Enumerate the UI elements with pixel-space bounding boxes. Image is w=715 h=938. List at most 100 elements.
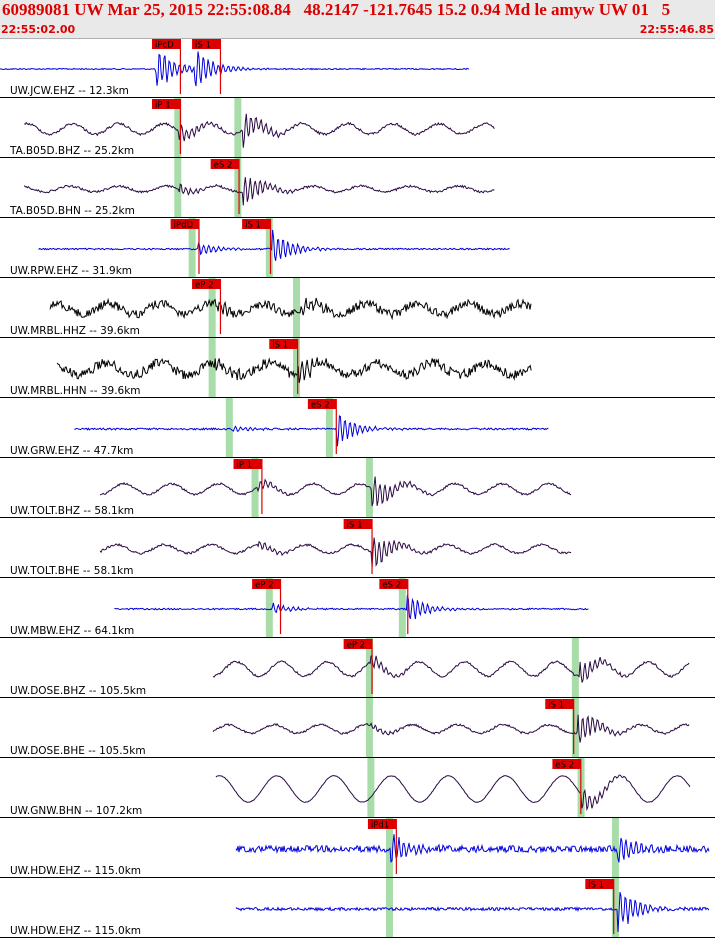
pick-label: iS 1	[548, 701, 564, 711]
channel-label: UW.MRBL.HHZ -- 39.6km	[10, 325, 140, 337]
trace-row[interactable]: iS 1 UW.TOLT.BHE -- 58.1km	[0, 519, 715, 578]
pick-marker[interactable]	[252, 579, 281, 589]
pick-marker[interactable]	[192, 279, 221, 289]
analysis-window	[385, 818, 393, 877]
analysis-window	[365, 698, 373, 757]
trace-row[interactable]: iPd1 UW.HDW.EHZ -- 115.0km	[0, 818, 715, 878]
pick-label: eS 2	[311, 401, 330, 411]
pick-marker[interactable]	[343, 639, 373, 649]
event-title: 60989081 UW Mar 25, 2015 22:55:08.84 48.…	[2, 0, 671, 19]
waveform	[49, 297, 532, 321]
channel-label: UW.DOSE.BHE -- 105.5km	[10, 745, 146, 757]
channel-label: UW.JCW.EHZ -- 12.3km	[10, 85, 129, 97]
pick-marker[interactable]	[307, 399, 337, 409]
time-end-label: 22:55:46.85	[639, 23, 714, 36]
waveform	[99, 476, 572, 507]
analysis-window	[398, 578, 406, 637]
analysis-window	[611, 818, 619, 877]
trace-row[interactable]: iP 1 TA.B05D.BHZ -- 25.2km	[0, 98, 715, 158]
pick-marker[interactable]	[269, 339, 298, 349]
analysis-window	[225, 398, 233, 457]
channel-label: UW.DOSE.BHZ -- 105.5km	[10, 685, 146, 697]
pick-marker[interactable]	[367, 819, 397, 829]
channel-label: UW.MBW.EHZ -- 64.1km	[10, 625, 134, 637]
waveform	[23, 177, 495, 206]
trace-row[interactable]: eP 2 UW.DOSE.BHZ -- 105.5km	[0, 638, 715, 698]
pick-label: iPcD	[155, 41, 174, 51]
analysis-window	[234, 98, 242, 157]
pick-label: eP 2	[195, 281, 213, 291]
analysis-window	[174, 158, 182, 217]
analysis-window	[265, 578, 273, 637]
pick-marker[interactable]	[152, 39, 181, 49]
analysis-window	[251, 458, 259, 517]
pick-marker[interactable]	[210, 159, 240, 169]
channel-label: UW.HDW.EHZ -- 115.0km	[10, 865, 141, 877]
trace-row[interactable]: eS 2 UW.GRW.EHZ -- 47.7km	[0, 398, 715, 458]
waveform	[215, 774, 691, 812]
seismogram-panel[interactable]: iPcD iS 1 UW.JCW.EHZ -- 12.3km iP 1 TA.B05D.…	[0, 38, 715, 938]
pick-label: eP 2	[347, 641, 365, 651]
analysis-window	[293, 338, 301, 397]
trace-row[interactable]: eS 2 TA.B05D.BHN -- 25.2km	[0, 158, 715, 218]
waveform	[74, 415, 549, 447]
channel-label: TA.B05D.BHN -- 25.2km	[9, 205, 135, 217]
trace-row[interactable]: eS 2 UW.GNW.BHN -- 107.2km	[0, 758, 715, 818]
analysis-window	[234, 158, 242, 217]
trace-row[interactable]: iS 1 UW.MRBL.HHN -- 39.6km	[0, 338, 715, 398]
trace-row[interactable]: iPdD iS 1 UW.RPW.EHZ -- 31.9km	[0, 218, 715, 278]
analysis-window	[208, 338, 216, 397]
pick-marker[interactable]	[552, 759, 581, 769]
pick-label: eS 2	[555, 761, 574, 771]
waveform	[99, 537, 572, 568]
pick-marker[interactable]	[170, 219, 199, 229]
pick-marker[interactable]	[152, 99, 181, 109]
channel-label: UW.RPW.EHZ -- 31.9km	[10, 265, 132, 277]
pick-marker[interactable]	[585, 879, 614, 889]
pick-label: iS 1	[245, 221, 261, 231]
analysis-window	[365, 458, 373, 517]
analysis-window	[611, 878, 619, 937]
pick-label: iPd1	[371, 821, 389, 831]
trace-row[interactable]: iS 1 UW.HDW.EHZ -- 115.0km	[0, 878, 715, 938]
time-start-label: 22:55:02.00	[1, 23, 76, 36]
analysis-window	[208, 278, 216, 337]
pick-label: eS 2	[382, 581, 401, 591]
pick-label: iP 1	[237, 461, 253, 471]
analysis-window	[385, 878, 393, 937]
event-header: 60989081 UW Mar 25, 2015 22:55:08.84 48.…	[0, 0, 715, 39]
trace-row[interactable]: iP 1 UW.TOLT.BHZ -- 58.1km	[0, 458, 715, 518]
waveform	[0, 51, 470, 87]
trace-row[interactable]: iS 1 UW.DOSE.BHE -- 105.5km	[0, 698, 715, 758]
analysis-window	[571, 698, 579, 757]
pick-marker[interactable]	[233, 459, 262, 469]
pick-marker[interactable]	[379, 579, 408, 589]
waveform	[56, 357, 532, 383]
channel-label: UW.TOLT.BHE -- 58.1km	[10, 565, 133, 577]
channel-label: UW.GRW.EHZ -- 47.7km	[10, 445, 133, 457]
channel-label: UW.HDW.EHZ -- 115.0km	[10, 925, 141, 937]
channel-label: TA.B05D.BHZ -- 25.2km	[9, 145, 134, 157]
waveform	[212, 655, 690, 683]
pick-marker[interactable]	[545, 699, 574, 709]
waveform	[38, 229, 510, 261]
analysis-window	[325, 398, 333, 457]
analysis-window	[188, 218, 196, 277]
analysis-window	[293, 278, 301, 337]
trace-row[interactable]: eP 2 eS 2 UW.MBW.EHZ -- 64.1km	[0, 578, 715, 638]
analysis-window	[571, 638, 579, 697]
pick-label: iS 1	[272, 341, 288, 351]
pick-marker[interactable]	[343, 519, 373, 529]
analysis-window	[174, 98, 182, 157]
pick-marker[interactable]	[192, 39, 221, 49]
channel-label: UW.MRBL.HHN -- 39.6km	[10, 385, 141, 397]
trace-row[interactable]: iPcD iS 1 UW.JCW.EHZ -- 12.3km	[0, 39, 715, 98]
waveform	[235, 834, 710, 863]
pick-marker[interactable]	[242, 219, 271, 229]
pick-label: iPdD	[174, 221, 194, 231]
trace-row[interactable]: eP 2 UW.MRBL.HHZ -- 39.6km	[0, 278, 715, 338]
channel-label: UW.GNW.BHN -- 107.2km	[10, 805, 142, 817]
pick-label: eS 2	[214, 161, 233, 171]
waveform	[212, 714, 690, 743]
analysis-window	[265, 218, 273, 277]
